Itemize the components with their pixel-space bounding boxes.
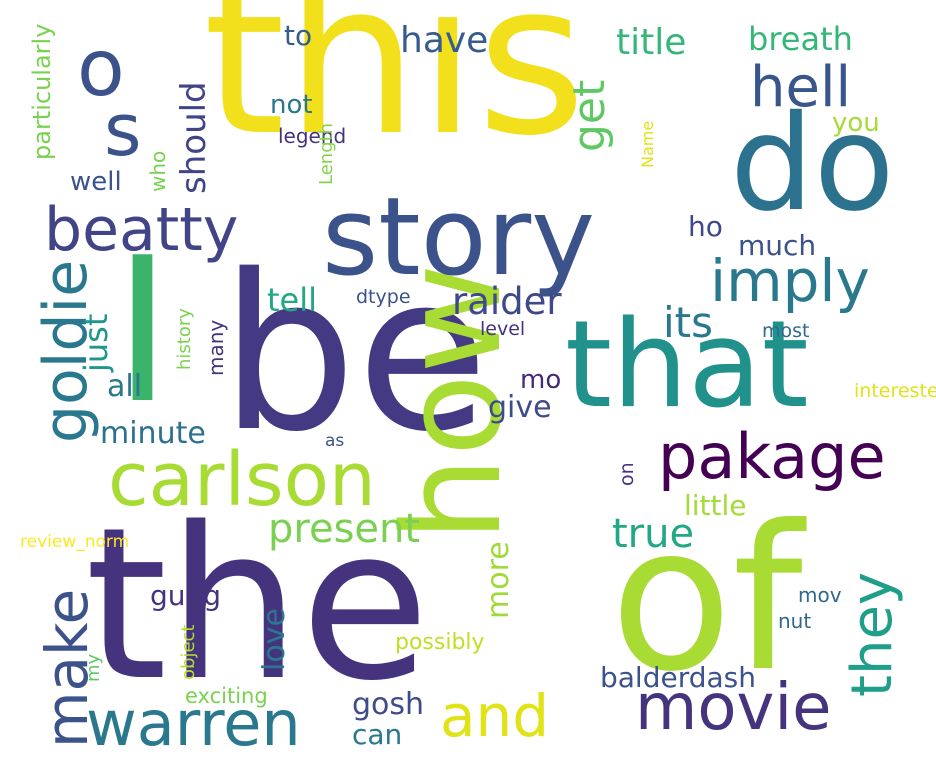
word-exciting: exciting xyxy=(185,684,268,708)
word-do: do xyxy=(730,87,895,241)
word-true: true xyxy=(612,511,695,557)
word-raider: raider xyxy=(452,280,562,323)
word-most: intereste xyxy=(854,380,936,402)
word-should: should xyxy=(174,81,214,194)
word-history: many xyxy=(204,319,228,376)
word-tell: tell xyxy=(267,281,318,319)
word-possibly: possibly xyxy=(395,630,485,655)
word-particularly: who xyxy=(146,150,170,192)
word-mo: mo xyxy=(520,365,562,395)
word-Name: review_norm xyxy=(20,532,130,552)
word-s: s xyxy=(104,88,142,172)
word-pakage: pakage xyxy=(658,420,886,493)
word-object: my xyxy=(83,653,104,682)
word-as: Name xyxy=(638,120,657,168)
word-give: give xyxy=(488,390,552,425)
word-love: love xyxy=(257,608,292,671)
word-balderdash: balderdash xyxy=(600,661,756,694)
word-gung: well xyxy=(70,167,122,197)
word-nut: nut xyxy=(778,609,812,633)
word-be: be xyxy=(220,228,489,479)
word-all: all xyxy=(107,369,143,404)
word-more: more xyxy=(481,541,516,619)
word-carlson: carlson xyxy=(108,437,376,523)
word-present: present xyxy=(268,506,421,552)
word-not: not xyxy=(270,90,313,120)
word-I: I xyxy=(113,215,172,448)
word-get: get xyxy=(564,79,615,152)
word-its: its xyxy=(663,298,714,347)
word-they: they xyxy=(840,571,905,697)
word-that: that xyxy=(565,296,809,435)
word-title: title xyxy=(616,22,687,63)
word-o: o xyxy=(77,24,125,114)
word-gosh: gosh xyxy=(352,687,425,722)
word-minute: minute xyxy=(100,416,206,451)
word-mov: mov xyxy=(798,583,842,607)
word-warren: warren xyxy=(86,687,301,760)
word-my: gung xyxy=(150,579,222,612)
word-little: little xyxy=(684,489,747,522)
word-who: Length xyxy=(316,122,337,185)
word-hell: hell xyxy=(750,55,852,120)
word-breath: breath xyxy=(748,20,853,58)
word-just: just xyxy=(77,313,115,372)
word-and: and xyxy=(440,682,550,750)
word-have: have xyxy=(400,20,489,61)
word-of: of xyxy=(610,483,803,716)
word-well: legend xyxy=(278,124,347,148)
word-imply: imply xyxy=(710,247,870,315)
word-can: can xyxy=(352,718,403,751)
word-to: to xyxy=(284,19,313,52)
word-dtype: history xyxy=(174,308,195,370)
word-legend: particularly xyxy=(28,23,56,160)
word-on: as xyxy=(325,431,345,451)
word-movie: movie xyxy=(635,671,832,745)
word-review_norm: object xyxy=(178,624,199,680)
word-intereste: on xyxy=(616,462,638,486)
word-beatty: beatty xyxy=(44,195,239,265)
word-level: most xyxy=(762,320,810,342)
word-ho: ho xyxy=(688,210,723,243)
word-the: the xyxy=(85,482,430,727)
word-you: you xyxy=(832,108,880,138)
word-many: level xyxy=(480,318,526,340)
word-this: this xyxy=(203,0,587,182)
word-much: much xyxy=(738,229,817,262)
word-story: story xyxy=(322,175,596,300)
word-Length: dtype xyxy=(356,286,411,308)
